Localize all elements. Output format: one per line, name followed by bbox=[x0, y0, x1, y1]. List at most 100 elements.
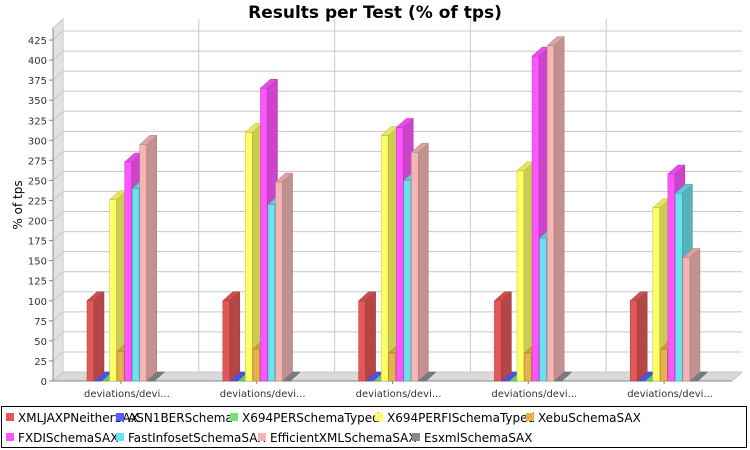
legend-swatch bbox=[412, 433, 420, 441]
bar-top bbox=[259, 78, 279, 89]
y-tick-label: 200 bbox=[28, 217, 47, 228]
bar-top bbox=[667, 164, 686, 175]
y-gridline-diag bbox=[52, 311, 64, 322]
legend-label: FastInfosetSchemaSAX bbox=[128, 431, 266, 445]
bar-top bbox=[410, 143, 429, 153]
legend-item: X694PERFISchemaTyped bbox=[375, 411, 535, 425]
bar bbox=[109, 199, 117, 382]
bar-top bbox=[629, 291, 648, 302]
bar-top bbox=[493, 291, 513, 302]
bar-top bbox=[682, 248, 701, 258]
y-gridline-diag bbox=[52, 191, 64, 201]
legend-label: EsxmlSchemaSAX bbox=[424, 431, 533, 445]
y-tick-label: 275 bbox=[28, 156, 47, 167]
y-gridline-diag bbox=[52, 171, 64, 181]
y-tick-label: 425 bbox=[28, 36, 47, 47]
side-wall bbox=[52, 17, 64, 383]
legend-swatch bbox=[116, 413, 124, 421]
y-axis-label: % of tps bbox=[11, 180, 25, 229]
y-gridline-diag bbox=[52, 291, 64, 302]
y-gridline-diag bbox=[52, 50, 64, 61]
x-tick-label: deviations/devi... bbox=[220, 389, 306, 400]
bar bbox=[388, 352, 396, 382]
bar-side bbox=[636, 291, 648, 382]
bar bbox=[116, 351, 125, 382]
legend-item: EfficientXMLSchemaSAX bbox=[258, 431, 417, 445]
bar bbox=[516, 170, 525, 382]
legend-item: XMLJAXPNeitherSAX bbox=[6, 411, 139, 425]
y-tick-label: 400 bbox=[28, 56, 47, 67]
legend-item: XebuSchemaSAX bbox=[526, 411, 641, 425]
bar bbox=[139, 144, 147, 382]
bar bbox=[260, 87, 268, 382]
bar bbox=[682, 257, 691, 382]
bar bbox=[222, 300, 231, 382]
legend-swatch bbox=[116, 433, 124, 441]
bar-chart-svg: 0 25 50 75 100 125 150 175 200 225 250 275 300 325 350… bbox=[11, 3, 744, 400]
chart-title: Results per Test (% of tps) bbox=[248, 3, 502, 23]
bar-side bbox=[146, 134, 157, 382]
bar-top bbox=[274, 172, 294, 183]
y-gridline-diag bbox=[52, 371, 64, 382]
bar-side bbox=[93, 291, 105, 382]
y-gridline-diag bbox=[52, 70, 64, 81]
bar-top bbox=[674, 184, 694, 194]
bar bbox=[524, 352, 532, 382]
y-gridline-diag bbox=[52, 110, 64, 121]
legend-label: XMLJAXPNeitherSAX bbox=[18, 411, 139, 425]
y-tick-label: 100 bbox=[28, 297, 47, 308]
y-gridline-diag bbox=[52, 211, 64, 221]
x-tick-label: deviations/devi... bbox=[491, 389, 577, 400]
bar-top bbox=[395, 118, 414, 128]
bar bbox=[546, 45, 555, 382]
x-tick-label: deviations/devi... bbox=[84, 389, 170, 400]
legend-label: X694PERSchemaTyped bbox=[242, 411, 380, 425]
bar-top bbox=[86, 291, 105, 302]
y-gridline-diag bbox=[52, 271, 64, 282]
bar bbox=[494, 300, 502, 382]
legend-swatch bbox=[230, 413, 238, 421]
y-tick-label: 25 bbox=[34, 357, 47, 368]
legend-label: X694PERFISchemaTyped bbox=[387, 411, 536, 425]
y-tick-label: 325 bbox=[28, 116, 47, 127]
bar bbox=[675, 193, 683, 382]
legend-swatch bbox=[526, 413, 534, 421]
legend-label: FXDISchemaSAX bbox=[18, 431, 119, 445]
legend-swatch bbox=[6, 433, 14, 441]
legend: XMLJAXPNeitherSAX ASN1BERSchema X694PERSch… bbox=[1, 406, 747, 448]
bar bbox=[531, 55, 540, 382]
bar bbox=[411, 152, 419, 382]
y-gridline-diag bbox=[52, 331, 64, 342]
bar-top bbox=[146, 371, 165, 382]
y-tick-label: 175 bbox=[28, 237, 47, 248]
bar-top bbox=[546, 36, 565, 46]
bar-top bbox=[139, 135, 158, 145]
bar bbox=[252, 348, 261, 382]
bar-top bbox=[282, 371, 301, 382]
bar-top bbox=[554, 371, 573, 382]
y-tick-label: 125 bbox=[28, 277, 47, 288]
y-tick-label: 250 bbox=[28, 176, 47, 187]
bar-top bbox=[222, 291, 241, 302]
y-gridline-diag bbox=[52, 30, 64, 41]
legend-item: X694PERSchemaTyped bbox=[230, 411, 380, 425]
bar bbox=[131, 188, 140, 382]
legend-swatch bbox=[375, 413, 383, 421]
bar bbox=[267, 204, 276, 382]
bar-top bbox=[418, 371, 437, 382]
y-gridline-diag bbox=[52, 231, 64, 241]
bar bbox=[652, 207, 661, 382]
x-tick-label: deviations/devi... bbox=[627, 389, 713, 400]
legend-swatch bbox=[6, 413, 14, 421]
bar bbox=[358, 300, 366, 382]
legend-swatch bbox=[258, 433, 266, 441]
bar-side bbox=[282, 172, 293, 382]
legend-item: EsxmlSchemaSAX bbox=[412, 431, 532, 445]
bars bbox=[86, 36, 709, 382]
bar bbox=[539, 237, 547, 382]
bar bbox=[403, 180, 412, 382]
bar-top bbox=[357, 291, 377, 302]
bar-side bbox=[501, 291, 512, 382]
bar-side bbox=[689, 247, 701, 382]
